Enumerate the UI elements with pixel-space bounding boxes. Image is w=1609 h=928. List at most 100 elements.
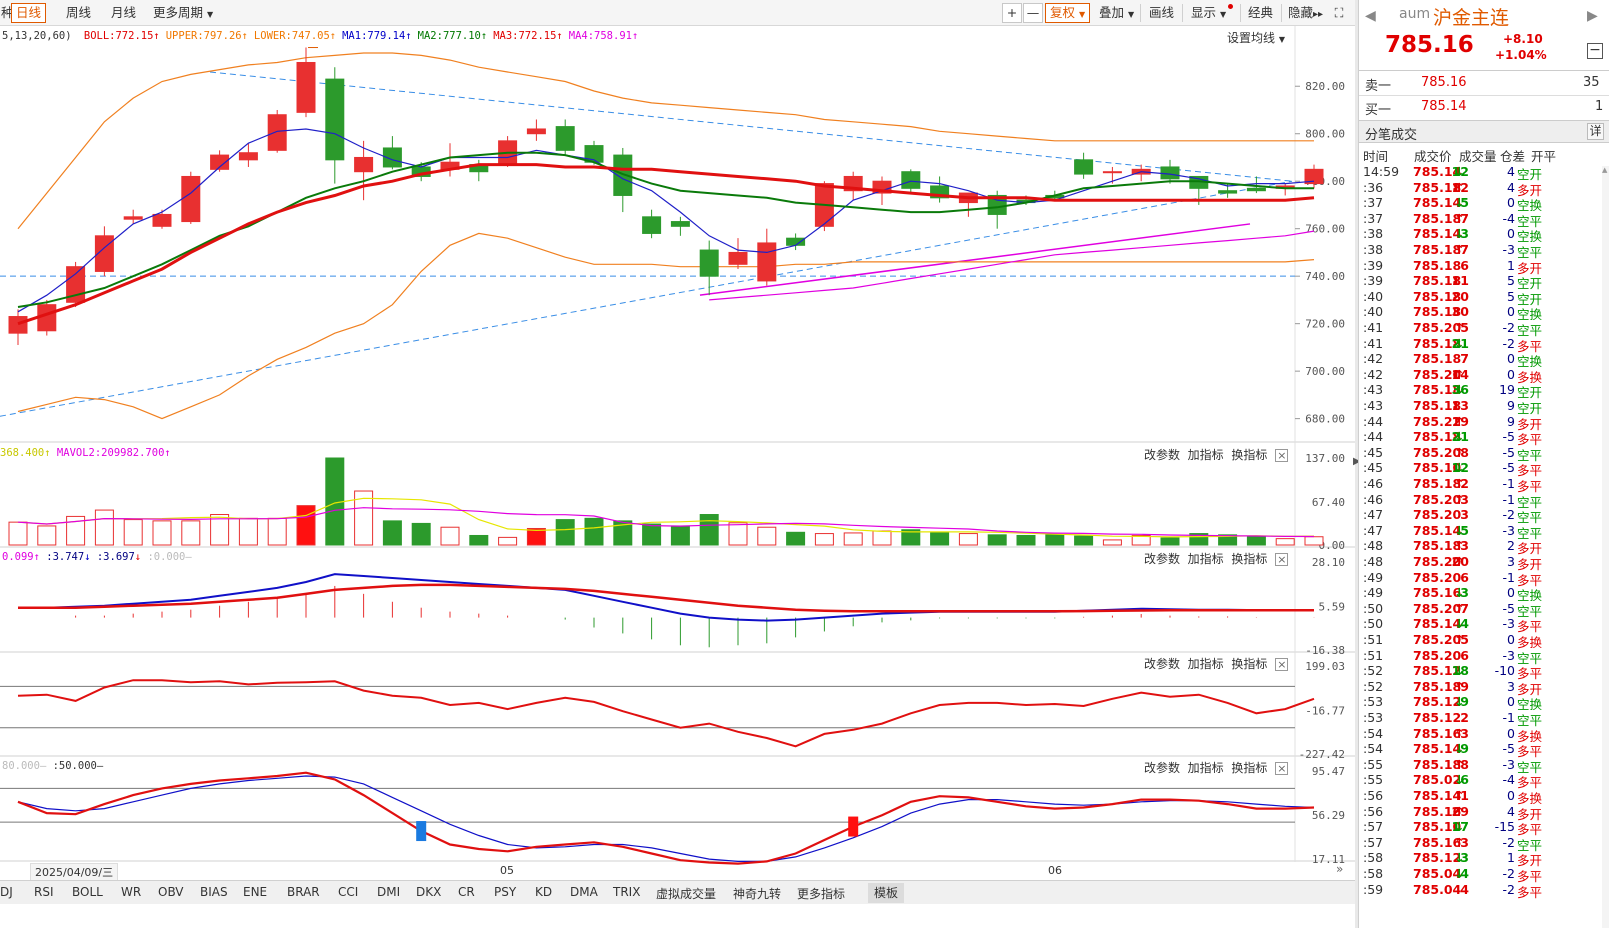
add-indicator-button[interactable]: 加指标 bbox=[1187, 448, 1224, 462]
toolbar-left-partial[interactable]: 种 bbox=[1, 5, 14, 20]
indicator-tab[interactable]: 更多指标 bbox=[797, 887, 846, 901]
volume-bar bbox=[757, 526, 777, 546]
indicator-tab[interactable]: 模板 bbox=[868, 883, 905, 903]
tick-row: :52 785.12 18 -10 多平 ↓ bbox=[1359, 663, 1609, 681]
candlestick bbox=[555, 119, 575, 156]
tick-time: :57 bbox=[1363, 819, 1384, 835]
period-daily-button[interactable]: 日线 bbox=[11, 3, 47, 23]
legend-item: MA1:779.14↑ bbox=[342, 30, 412, 42]
volume-axis-label: 137.00 bbox=[1305, 452, 1345, 465]
scroll-right-icon[interactable]: » bbox=[1336, 862, 1344, 876]
kd-value-b: :50.000 bbox=[52, 760, 97, 772]
candle-body bbox=[267, 114, 287, 151]
display-button[interactable]: 显示 ▼ bbox=[1186, 3, 1238, 23]
indicator-tab[interactable]: KD bbox=[535, 885, 553, 899]
tick-oi-change: 3 bbox=[1507, 554, 1515, 569]
ticks-detail-button[interactable]: 详 bbox=[1587, 123, 1604, 140]
price-change: +8.10 bbox=[1503, 32, 1543, 46]
indicator-tab[interactable]: ENE bbox=[243, 885, 268, 899]
indicator-tab[interactable]: BRAR bbox=[287, 885, 320, 899]
more-period-button[interactable]: 更多周期 ▼ bbox=[148, 3, 218, 23]
tick-row: :43 785.18 13 9 空开 bbox=[1359, 398, 1609, 416]
tick-time: :50 bbox=[1363, 616, 1384, 632]
add-indicator-button[interactable]: 加指标 bbox=[1187, 657, 1224, 671]
tick-oi-change: 4 bbox=[1507, 803, 1515, 819]
tick-type: 空平 bbox=[1517, 525, 1543, 541]
switch-indicator-button[interactable]: 换指标 bbox=[1231, 552, 1268, 566]
indicator-tab[interactable]: DMI bbox=[377, 885, 401, 899]
tick-type: 空开 bbox=[1517, 401, 1543, 416]
prev-contract-icon[interactable]: ◀ bbox=[1365, 8, 1376, 24]
caret-down-icon: ▼ bbox=[1128, 10, 1135, 19]
add-indicator-button[interactable]: 加指标 bbox=[1187, 552, 1224, 566]
edit-params-button[interactable]: 改参数 bbox=[1144, 761, 1181, 775]
tick-time: :46 bbox=[1363, 491, 1384, 507]
fuquan-button[interactable]: 复权 ▼ bbox=[1045, 3, 1091, 23]
indicator-tab[interactable]: RSI bbox=[34, 885, 54, 899]
zoom-out-button[interactable]: — bbox=[1023, 3, 1043, 23]
scroll-up-icon[interactable]: ▲ bbox=[1602, 166, 1608, 174]
indicator-tab[interactable]: 神奇九转 bbox=[733, 887, 782, 901]
indicator-tab[interactable]: PSY bbox=[494, 885, 517, 899]
kd-d-line bbox=[17, 775, 1315, 862]
candle-body bbox=[757, 242, 777, 282]
tick-volume: 5 bbox=[1460, 522, 1469, 538]
close-panel-icon[interactable]: × bbox=[1275, 658, 1289, 671]
switch-indicator-button[interactable]: 换指标 bbox=[1231, 761, 1268, 775]
draw-line-button[interactable]: 画线 bbox=[1149, 5, 1175, 20]
indicator-tab[interactable]: WR bbox=[121, 885, 142, 899]
tick-row: :39 785.18 6 1 多开 bbox=[1359, 258, 1609, 276]
tick-price: 785.20 bbox=[1413, 366, 1462, 382]
period-monthly-button[interactable]: 月线 bbox=[111, 5, 137, 20]
indicator-tab[interactable]: BOLL bbox=[72, 885, 103, 899]
edit-params-button[interactable]: 改参数 bbox=[1144, 448, 1181, 462]
hide-button[interactable]: 隐藏▸▸ bbox=[1283, 3, 1328, 23]
tick-time: :48 bbox=[1363, 554, 1384, 569]
period-weekly-button[interactable]: 周线 bbox=[66, 5, 92, 20]
classic-button[interactable]: 经典 bbox=[1248, 5, 1274, 20]
add-indicator-button[interactable]: 加指标 bbox=[1187, 761, 1224, 775]
arrow-down-icon: ↓ bbox=[1454, 226, 1465, 242]
close-panel-icon[interactable]: × bbox=[1275, 762, 1289, 775]
switch-indicator-button[interactable]: 换指标 bbox=[1231, 657, 1268, 671]
zoom-in-button[interactable]: + bbox=[1002, 3, 1022, 23]
chart-canvas[interactable]: 820.00800.00780.00760.00740.00720.00700.… bbox=[0, 26, 1355, 880]
tick-time: :59 bbox=[1363, 881, 1384, 897]
tick-type: 空平 bbox=[1517, 323, 1543, 338]
volume-bar bbox=[411, 522, 431, 546]
volume-bar bbox=[613, 520, 633, 546]
collapse-quote-button[interactable]: − bbox=[1587, 43, 1603, 59]
kline-chart-area[interactable]: 820.00 800.00 780.00 760.00 740.00 720.00 700.… bbox=[0, 26, 1355, 904]
indicator-tab[interactable]: DMA bbox=[570, 885, 598, 899]
more-period-label: 更多周期 bbox=[153, 5, 204, 20]
collapse-arrow-icon[interactable]: ▶ bbox=[1353, 456, 1361, 467]
indicator-tab[interactable]: CR bbox=[458, 885, 475, 899]
indicator-tab[interactable]: DJ bbox=[0, 885, 13, 899]
close-panel-icon[interactable]: × bbox=[1275, 553, 1289, 566]
tick-oi-change: 5 bbox=[1507, 288, 1515, 304]
ask-row: 卖一 785.16 35 bbox=[1359, 75, 1609, 94]
indicator-tab[interactable]: OBV bbox=[158, 885, 184, 899]
candlestick bbox=[1160, 159, 1180, 184]
overlay-button[interactable]: 叠加 ▼ bbox=[1094, 3, 1139, 23]
indicator-tab[interactable]: 虚拟成交量 bbox=[656, 887, 717, 901]
edit-params-button[interactable]: 改参数 bbox=[1144, 552, 1181, 566]
close-panel-icon[interactable]: × bbox=[1275, 449, 1289, 462]
tick-price: 785.18 bbox=[1413, 304, 1462, 320]
indicator-tab[interactable]: TRIX bbox=[613, 885, 641, 899]
fullscreen-icon[interactable]: ⛶ bbox=[1334, 5, 1344, 20]
volume-bar bbox=[1304, 536, 1324, 546]
tick-price: 785.20 bbox=[1413, 444, 1462, 460]
indicator-tab[interactable]: CCI bbox=[338, 885, 359, 899]
col-volume: 成交量 bbox=[1459, 149, 1497, 164]
ma-settings-button[interactable]: 设置均线 ▼ bbox=[1227, 29, 1285, 46]
next-contract-icon[interactable]: ▶ bbox=[1587, 8, 1598, 24]
panel-splitter[interactable]: ▶ bbox=[1353, 0, 1361, 928]
edit-params-button[interactable]: 改参数 bbox=[1144, 657, 1181, 671]
tick-oi-change: -2 bbox=[1502, 866, 1515, 881]
ticks-scrollbar[interactable]: ▲ bbox=[1602, 166, 1609, 928]
candle-body bbox=[354, 156, 374, 173]
indicator-tab[interactable]: DKX bbox=[416, 885, 442, 899]
indicator-tab[interactable]: BIAS bbox=[200, 885, 228, 899]
switch-indicator-button[interactable]: 换指标 bbox=[1231, 448, 1268, 462]
